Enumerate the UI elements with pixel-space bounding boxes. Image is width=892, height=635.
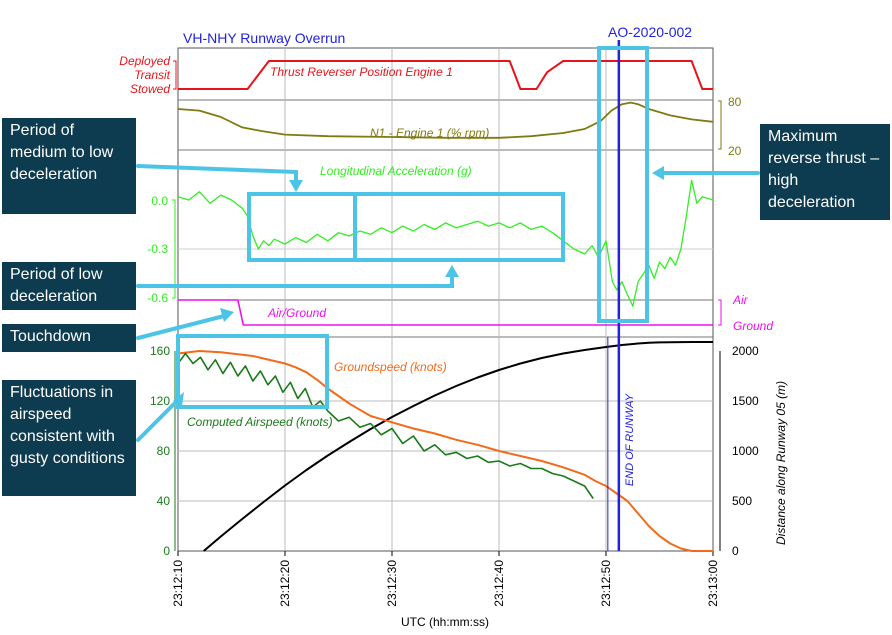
airspeed-line — [177, 352, 594, 499]
reverser-level-stowed: Stowed — [130, 82, 170, 96]
distance-tick-label: 1000 — [732, 444, 759, 458]
accel-series-label: Longitudinal Acceleration (g) — [320, 164, 472, 178]
speed-tick-label: 120 — [150, 394, 170, 408]
series-lines — [177, 60, 714, 552]
chart-title: VH-NHY Runway Overrun — [183, 30, 345, 46]
accel-tick-0: 0.0 — [151, 194, 168, 208]
x-tick-label: 23:12:20 — [278, 560, 292, 607]
highlight-boxes — [176, 46, 649, 409]
arrow-fluctuations — [136, 396, 182, 442]
speed-tick-label: 80 — [157, 444, 171, 458]
speed-tick-label: 160 — [150, 344, 170, 358]
distance-line — [203, 341, 713, 552]
gridlines — [178, 48, 713, 551]
reverser-bracket — [173, 60, 177, 90]
highlight-medium-decel — [247, 192, 357, 262]
airground-series-label: Air/Ground — [267, 306, 326, 320]
accel-bracket — [172, 199, 176, 299]
reverser-level-deployed: Deployed — [119, 54, 170, 68]
distance-tick-label: 0 — [732, 544, 739, 558]
accel-tick-06: -0.6 — [147, 291, 168, 305]
n1-tick-80: 80 — [728, 95, 742, 109]
x-tick-label: 23:12:40 — [492, 560, 506, 607]
airground-line — [178, 299, 713, 326]
airground-level-air: Air — [732, 293, 749, 307]
reverser-level-transit: Transit — [134, 68, 170, 82]
callout-low-decel: Period of low deceleration — [2, 262, 136, 310]
highlight-max-reverse — [597, 46, 649, 323]
arrow-heads — [173, 166, 664, 406]
arrow-low-decel — [136, 274, 454, 288]
reverser-series-label: Thrust Reverser Position Engine 1 — [270, 65, 453, 79]
x-tick-label: 23:13:00 — [706, 560, 720, 607]
reverser-line — [178, 60, 713, 90]
speed-tick-label: 40 — [157, 494, 171, 508]
distance-axis-label: Distance along Runway 05 (m) — [774, 381, 788, 545]
callout-arrows — [136, 164, 760, 442]
x-tick-label: 23:12:30 — [385, 560, 399, 607]
distance-tick-label: 1500 — [732, 394, 759, 408]
arrowhead-max-reverse — [652, 166, 664, 180]
arrow-medium-decel — [136, 164, 298, 183]
callout-max-reverse: Maximum reverse thrust – high decelerati… — [760, 124, 890, 220]
airground-level-ground: Ground — [733, 319, 773, 333]
callout-fluctuations: Fluctuations in airspeed consistent with… — [2, 380, 136, 496]
accel-line — [177, 179, 714, 307]
highlight-low-decel — [353, 192, 565, 262]
callout-medium-low-decel: Period of medium to low deceleration — [2, 118, 136, 214]
x-axis-label: UTC (hh:mm:ss) — [401, 615, 489, 629]
arrowhead-touchdown — [220, 308, 234, 322]
distance-tick-label: 500 — [732, 494, 752, 508]
arrowhead-low-decel — [445, 265, 459, 277]
callout-touchdown: Touchdown — [2, 324, 136, 352]
arrow-touchdown — [136, 314, 226, 340]
report-id: AO-2020-002 — [608, 24, 692, 40]
x-tick-label: 23:12:50 — [599, 560, 613, 607]
airspeed-series-label: Computed Airspeed (knots) — [187, 415, 333, 429]
end-of-runway-label: END OF RUNWAY — [624, 393, 636, 486]
distance-tick-label: 2000 — [732, 344, 759, 358]
airground-bracket — [718, 299, 722, 326]
n1-tick-20: 20 — [728, 144, 742, 158]
speed-tick-label: 0 — [163, 544, 170, 558]
n1-line — [177, 101, 714, 139]
arrowhead-fluctuations — [173, 392, 184, 406]
axis-ticks: 23:12:10 23:12:20 23:12:30 23:12:40 23:12:50… — [150, 344, 759, 607]
n1-bracket — [718, 100, 722, 150]
arrowhead-medium-decel — [289, 180, 303, 192]
x-tick-label: 23:12:10 — [171, 560, 185, 607]
groundspeed-series-label: Groundspeed (knots) — [334, 360, 447, 374]
accel-tick-03: -0.3 — [147, 242, 168, 256]
groundspeed-line — [177, 350, 713, 552]
highlight-fluctuations — [176, 334, 329, 409]
